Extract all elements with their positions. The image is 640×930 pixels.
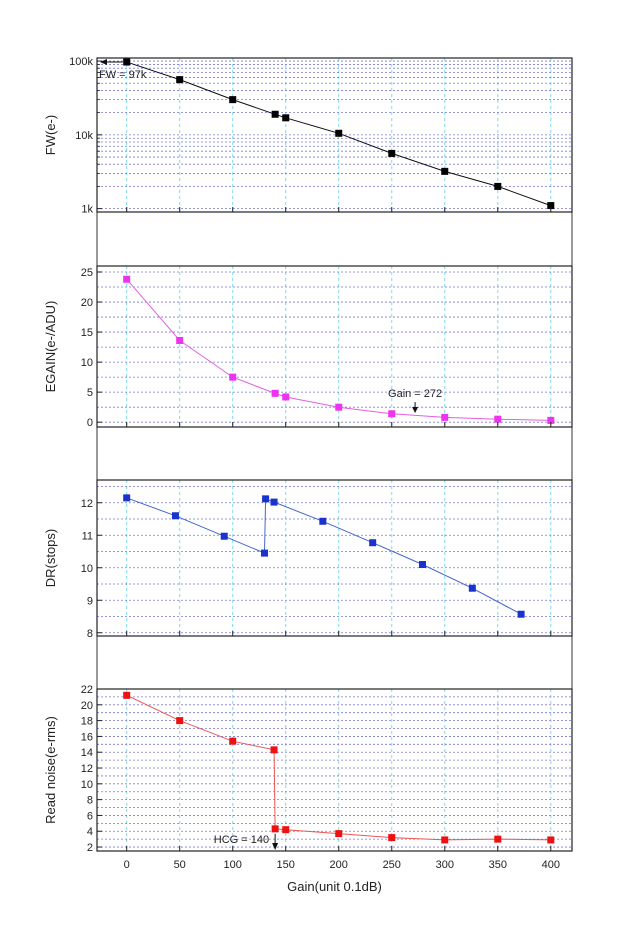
panel-2-point-5	[335, 403, 343, 411]
panel-2-point-3	[271, 389, 279, 397]
panel-1-ylabel: FW(e-)	[43, 115, 58, 155]
panel-1-ytick-label-2: 100k	[69, 56, 93, 68]
panel-2-point-6	[388, 410, 396, 418]
panel-4-point-0	[123, 691, 131, 699]
panel-spacer-2	[96, 426, 573, 481]
panel-1-point-8	[494, 182, 502, 190]
panel-4-point-4	[271, 825, 279, 833]
panel-4-point-5	[282, 826, 290, 834]
panel-4-point-7	[388, 834, 396, 842]
x-tick-label-5: 250	[383, 859, 401, 871]
panel-4-point-8	[441, 836, 449, 844]
panel-1-point-1	[176, 76, 184, 84]
panel-4-ytick-label-4: 10	[81, 779, 93, 791]
panel-3-ytick-label-0: 8	[87, 628, 93, 640]
panel-3-ytick-label-4: 12	[81, 498, 93, 510]
panel-1-series-line	[126, 61, 551, 207]
panel-spacer-1	[96, 211, 573, 267]
panel-2-point-1	[176, 336, 184, 344]
panel-4-point-10	[547, 836, 555, 844]
panel-4-ytick-label-3: 8	[87, 795, 93, 807]
panel-3-point-0	[123, 494, 131, 502]
panel-1-point-6	[388, 149, 396, 157]
panel-1-point-4	[282, 114, 290, 122]
panel-1-point-7	[441, 167, 449, 175]
panel-2-point-8	[494, 415, 502, 423]
panel-2-ytick-label-5: 25	[81, 267, 93, 279]
panel-4-ytick-label-10: 22	[81, 684, 93, 696]
panel-1-ytick-label-1: 10k	[75, 130, 93, 142]
panel-1-point-2	[229, 96, 237, 104]
panel-4-ytick-label-1: 4	[87, 826, 93, 838]
x-tick-label-8: 400	[542, 859, 560, 871]
panel-4-ytick-label-0: 2	[87, 842, 93, 854]
panel-4-ytick-label-9: 20	[81, 700, 93, 712]
panel-3-point-2	[220, 532, 228, 540]
panel-spacer-3	[96, 635, 573, 690]
panel-2-ytick-label-4: 20	[81, 297, 93, 309]
panel-4-point-3	[270, 746, 278, 754]
x-tick-label-0: 0	[124, 859, 130, 871]
panel-3-point-7	[369, 539, 377, 547]
panel-3-point-9	[468, 584, 476, 592]
panel-2-ytick-label-2: 10	[81, 357, 93, 369]
panel-2-point-0	[123, 275, 131, 283]
panel-4-frame	[96, 688, 573, 852]
gain-annotation-label: Gain = 272	[388, 388, 442, 400]
panel-3-frame	[96, 479, 573, 637]
panel-3-point-8	[419, 561, 427, 568]
x-tick-label-6: 300	[436, 859, 454, 871]
panel-1-point-3	[271, 110, 279, 118]
gain-annotation-arrow-head	[412, 406, 419, 413]
panel-3-point-10	[517, 610, 525, 618]
panel-3-point-6	[319, 517, 327, 525]
panel-3-point-1	[171, 512, 179, 520]
x-tick-label-7: 350	[489, 859, 507, 871]
panel-3-point-4	[262, 495, 270, 503]
hcg-annotation-label: HCG = 140	[214, 834, 269, 846]
panel-2-frame	[96, 265, 573, 428]
panel-2-ytick-label-0: 0	[87, 417, 93, 429]
panel-2-ytick-label-3: 15	[81, 327, 93, 339]
panel-4-ytick-label-7: 16	[81, 731, 93, 743]
panel-1-point-9	[547, 202, 555, 210]
panel-1-point-5	[335, 129, 343, 137]
panel-4-point-9	[494, 835, 502, 843]
panel-3-ytick-label-2: 10	[81, 563, 93, 575]
hcg-annotation-arrow-head	[272, 843, 279, 850]
panel-1-ytick-label-0: 1k	[81, 204, 93, 216]
panel-2-point-2	[229, 373, 237, 381]
panel-2-point-4	[282, 393, 290, 401]
panel-2-ylabel: EGAIN(e-/ADU)	[43, 301, 58, 393]
panel-4-ytick-label-5: 12	[81, 763, 93, 775]
panel-4-ylabel: Read noise(e-rms)	[43, 716, 58, 824]
panel-4-point-1	[176, 717, 184, 725]
panel-3-series-line	[126, 497, 522, 615]
panel-4-point-2	[229, 737, 237, 745]
panel-3-ylabel: DR(stops)	[43, 529, 58, 588]
panel-1-point-0	[123, 58, 131, 66]
x-tick-label-1: 50	[174, 859, 186, 871]
fw-annotation-label: FW = 97k	[99, 69, 147, 81]
panel-2-ytick-label-1: 5	[87, 387, 93, 399]
panel-4-ytick-label-8: 18	[81, 716, 93, 728]
panel-2-series-line	[126, 278, 551, 421]
x-tick-label-2: 100	[224, 859, 242, 871]
panel-3-point-3	[261, 549, 269, 557]
x-tick-label-3: 150	[277, 859, 295, 871]
x-tick-label-4: 200	[330, 859, 348, 871]
panel-3-ytick-label-3: 11	[82, 530, 93, 542]
panel-2-point-9	[547, 416, 555, 424]
panel-4-ytick-label-6: 14	[81, 747, 93, 759]
fw-annotation-arrow-head	[100, 59, 107, 66]
panel-4-ytick-label-2: 6	[87, 810, 93, 822]
panel-3-ytick-label-1: 9	[87, 595, 93, 607]
x-axis-label: Gain(unit 0.1dB)	[287, 879, 382, 894]
panel-4-point-6	[335, 830, 343, 838]
panel-2-point-7	[441, 413, 449, 421]
panel-3-point-5	[270, 498, 278, 506]
